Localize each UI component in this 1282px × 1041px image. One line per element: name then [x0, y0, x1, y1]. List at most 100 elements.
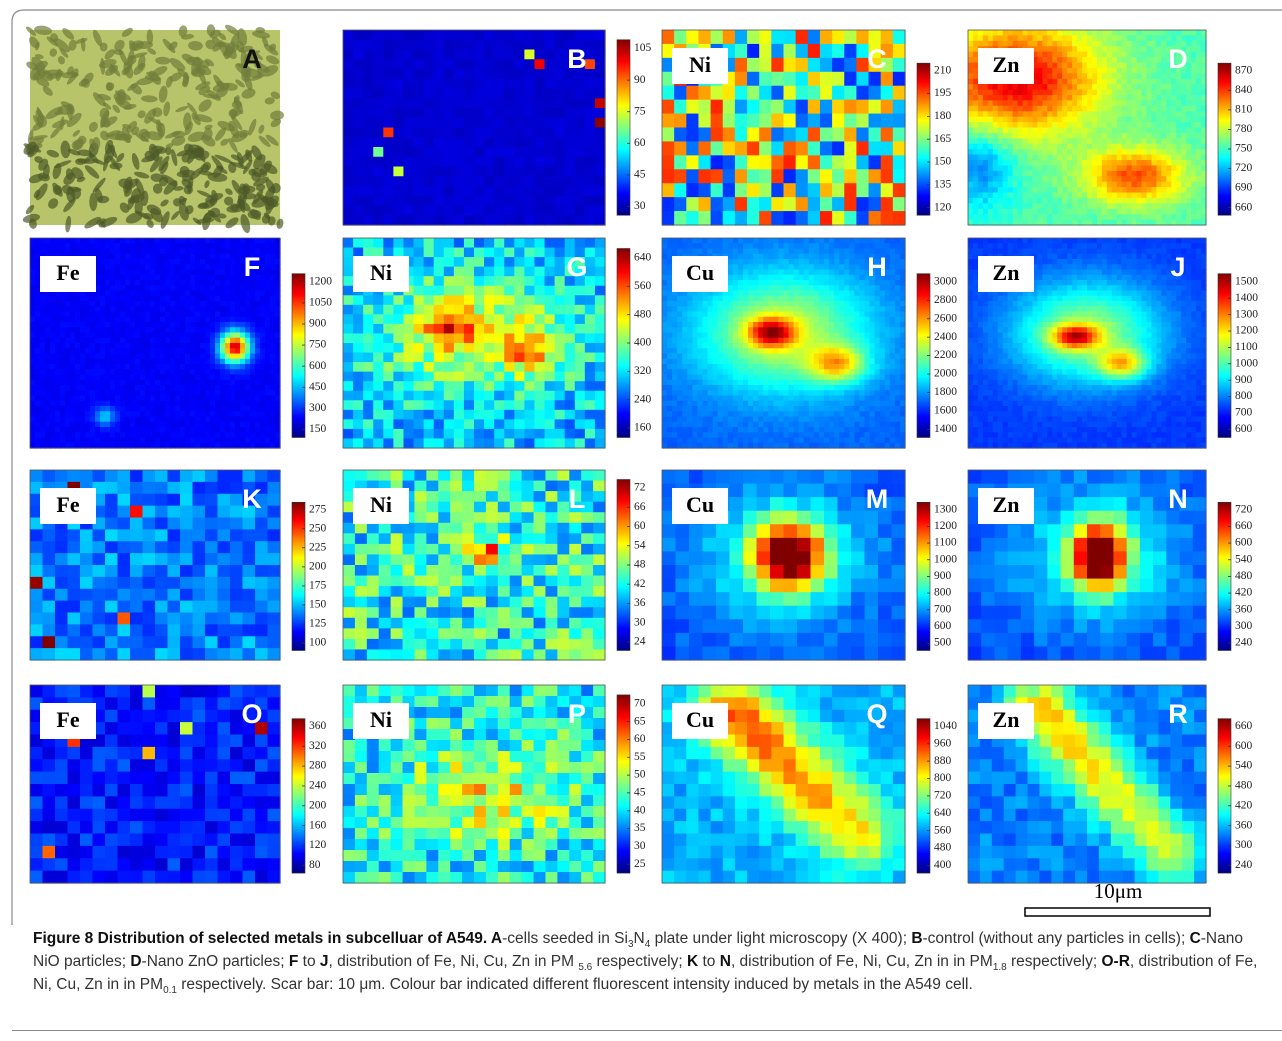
- heatmap-cell: [735, 128, 748, 143]
- heatmap-cell: [474, 206, 485, 216]
- heatmap-cell: [1186, 193, 1192, 199]
- heatmap-cell: [60, 343, 66, 349]
- heatmap-cell: [105, 369, 111, 375]
- heatmap-cell: [90, 296, 96, 302]
- heatmap-cell: [225, 385, 231, 391]
- heatmap-cell: [220, 396, 226, 402]
- heatmap-cell: [70, 427, 76, 433]
- heatmap-cell: [524, 157, 535, 167]
- heatmap-cell: [514, 89, 525, 99]
- heatmap-cell: [200, 306, 206, 312]
- heatmap-cell: [95, 327, 101, 333]
- heatmap-cell: [1023, 35, 1029, 41]
- heatmap-cell: [1003, 165, 1009, 171]
- heatmap-cell: [85, 401, 91, 407]
- heatmap-cell: [155, 390, 161, 396]
- heatmap-cell: [363, 206, 374, 216]
- heatmap-cell: [140, 348, 146, 354]
- heatmap-cell: [1062, 117, 1068, 123]
- heatmap-cell: [205, 348, 211, 354]
- heatmap-cell: [1147, 90, 1153, 96]
- heatmap-cell: [1137, 209, 1143, 215]
- heatmap-cell: [95, 411, 101, 417]
- heatmap-cell: [80, 396, 86, 402]
- heatmap-cell: [1072, 128, 1078, 134]
- heatmap-cell: [1117, 133, 1123, 139]
- heatmap-cell: [265, 369, 271, 375]
- heatmap-cell: [1127, 133, 1133, 139]
- heatmap-cell: [135, 354, 141, 360]
- heatmap-cell: [235, 364, 241, 370]
- heatmap-cell: [140, 243, 146, 249]
- heatmap-cell: [1151, 138, 1157, 144]
- heatmap-cell: [1067, 203, 1073, 209]
- heatmap-cell: [1067, 138, 1073, 144]
- heatmap-cell: [100, 364, 106, 370]
- heatmap-cell: [225, 275, 231, 281]
- heatmap-cell: [869, 183, 882, 198]
- heatmap-cell: [484, 186, 495, 196]
- heatmap-cell: [1023, 165, 1029, 171]
- heatmap-cell: [185, 275, 191, 281]
- heatmap-cell: [484, 147, 495, 157]
- heatmap-cell: [1067, 57, 1073, 63]
- heatmap-cell: [555, 30, 566, 40]
- heatmap-cell: [250, 432, 256, 438]
- heatmap-cell: [1072, 203, 1078, 209]
- heatmap-cell: [95, 343, 101, 349]
- heatmap-cell: [1008, 176, 1014, 182]
- heatmap-cell: [1013, 165, 1019, 171]
- heatmap-cell: [1067, 95, 1073, 101]
- heatmap-cell: [1082, 90, 1088, 96]
- heatmap-cell: [1147, 160, 1153, 166]
- heatmap-cell: [225, 401, 231, 407]
- heatmap-cell: [1107, 100, 1113, 106]
- heatmap-cell: [1107, 171, 1113, 177]
- heatmap-cell: [130, 338, 136, 344]
- heatmap-cell: [534, 40, 545, 50]
- heatmap-cell: [1161, 138, 1167, 144]
- heatmap-cell: [130, 327, 136, 333]
- heatmap-cell: [85, 243, 91, 249]
- heatmap-cell: [968, 30, 974, 36]
- heatmap-cell: [195, 380, 201, 386]
- heatmap-cell: [1196, 171, 1202, 177]
- heatmap-cell: [1176, 95, 1182, 101]
- heatmap-cell: [1151, 84, 1157, 90]
- heatmap-cell: [1107, 111, 1113, 117]
- heatmap-cell: [1082, 133, 1088, 139]
- heatmap-cell: [35, 275, 41, 281]
- heatmap-cell: [250, 385, 256, 391]
- heatmap-cell: [40, 385, 46, 391]
- heatmap-cell: [1196, 57, 1202, 63]
- heatmap-cell: [260, 238, 266, 244]
- heatmap-cell: [80, 249, 86, 255]
- heatmap-cell: [1176, 144, 1182, 150]
- heatmap-cell: [210, 296, 216, 302]
- heatmap-cell: [820, 86, 833, 101]
- heatmap-cell: [190, 301, 196, 307]
- heatmap-cell: [1028, 30, 1034, 36]
- heatmap-cell: [1161, 155, 1167, 161]
- heatmap-cell: [110, 317, 116, 323]
- heatmap-cell: [40, 390, 46, 396]
- heatmap-cell: [120, 432, 126, 438]
- heatmap-cell: [1023, 171, 1029, 177]
- heatmap-cell: [968, 95, 974, 101]
- heatmap-cell: [534, 79, 545, 89]
- heatmap-cell: [1052, 100, 1058, 106]
- heatmap-cell: [973, 57, 979, 63]
- heatmap-cell: [403, 108, 414, 118]
- heatmap-cell: [135, 243, 141, 249]
- heatmap-cell: [759, 141, 772, 156]
- heatmap-cell: [735, 169, 748, 184]
- heatmap-cell: [1117, 30, 1123, 36]
- heatmap-cell: [200, 375, 206, 381]
- heatmap-cell: [698, 114, 711, 129]
- heatmap-cell: [150, 385, 156, 391]
- heatmap-cell: [95, 417, 101, 423]
- heatmap-cell: [383, 108, 394, 118]
- heatmap-cell: [100, 317, 106, 323]
- heatmap-cell: [190, 396, 196, 402]
- heatmap-cell: [1018, 100, 1024, 106]
